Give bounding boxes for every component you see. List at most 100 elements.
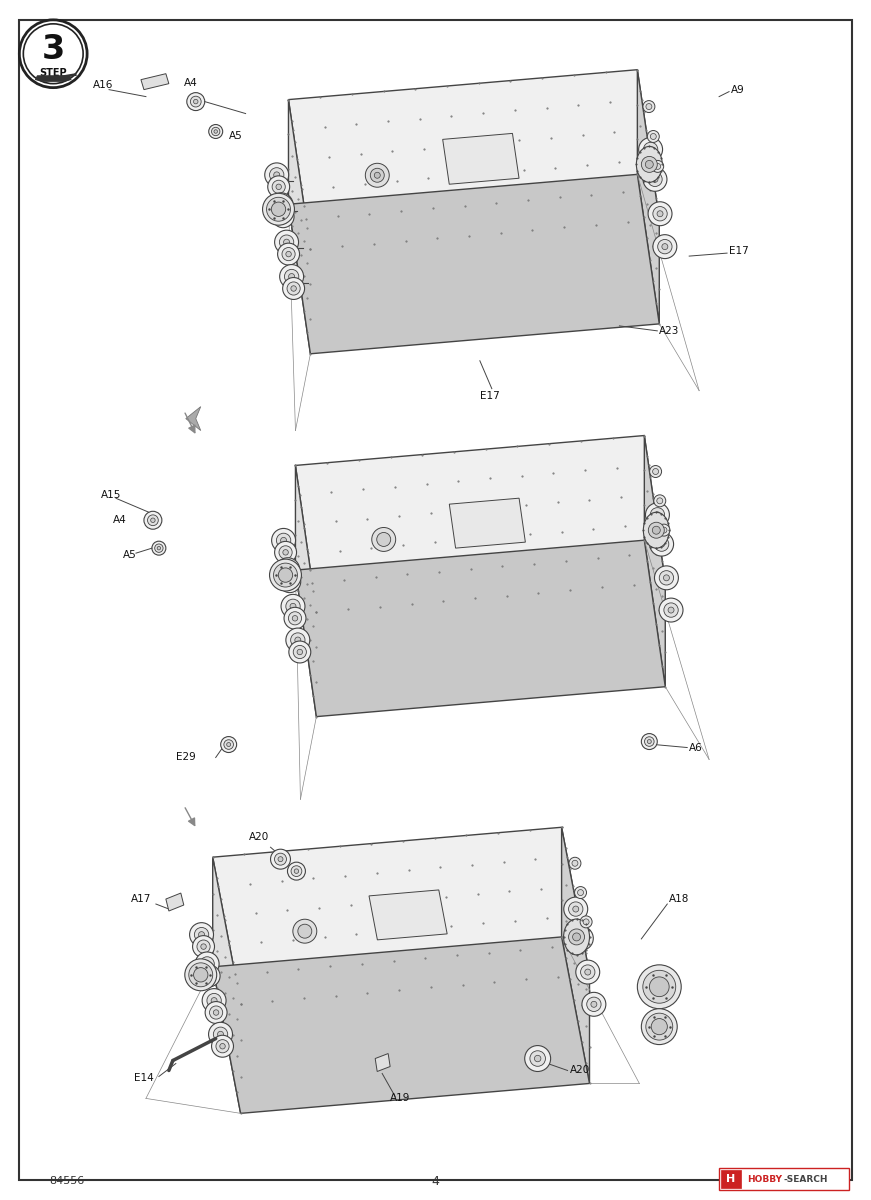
Circle shape: [578, 935, 584, 941]
Circle shape: [286, 628, 310, 652]
Circle shape: [651, 133, 656, 139]
Polygon shape: [288, 100, 310, 354]
Circle shape: [155, 544, 163, 552]
Circle shape: [272, 202, 286, 216]
Circle shape: [190, 923, 213, 947]
Circle shape: [285, 269, 299, 283]
Circle shape: [650, 532, 673, 556]
Circle shape: [645, 161, 653, 168]
Circle shape: [661, 527, 667, 533]
Circle shape: [650, 466, 662, 478]
Circle shape: [212, 1036, 233, 1057]
Circle shape: [591, 1001, 597, 1007]
Circle shape: [577, 889, 584, 895]
Circle shape: [209, 125, 223, 138]
Circle shape: [648, 172, 662, 186]
Circle shape: [287, 862, 306, 880]
Circle shape: [273, 198, 288, 212]
Circle shape: [208, 1022, 233, 1046]
Circle shape: [214, 130, 218, 133]
Circle shape: [278, 202, 284, 208]
Text: STEP: STEP: [39, 67, 67, 78]
Polygon shape: [449, 498, 525, 548]
Circle shape: [641, 156, 658, 173]
Circle shape: [648, 522, 665, 538]
Circle shape: [213, 1009, 219, 1015]
Circle shape: [574, 931, 589, 946]
Text: A17: A17: [131, 894, 152, 904]
Circle shape: [581, 965, 595, 979]
Ellipse shape: [564, 919, 590, 955]
Circle shape: [197, 940, 210, 953]
Circle shape: [654, 494, 665, 506]
Polygon shape: [186, 407, 200, 431]
Circle shape: [282, 247, 295, 260]
Circle shape: [580, 916, 592, 928]
Circle shape: [185, 959, 217, 991]
Circle shape: [657, 498, 663, 504]
Circle shape: [643, 101, 655, 113]
Circle shape: [644, 143, 658, 157]
Circle shape: [582, 992, 606, 1016]
Circle shape: [194, 928, 209, 942]
Circle shape: [654, 536, 669, 551]
Text: E14: E14: [134, 1074, 153, 1084]
Circle shape: [272, 528, 295, 552]
Circle shape: [658, 240, 672, 254]
Circle shape: [638, 965, 681, 1009]
Circle shape: [652, 161, 664, 173]
Bar: [721, 1170, 741, 1188]
Circle shape: [648, 146, 653, 152]
Text: A16: A16: [93, 79, 113, 90]
Circle shape: [147, 515, 159, 526]
Circle shape: [283, 550, 288, 556]
Circle shape: [650, 977, 669, 997]
Circle shape: [576, 960, 600, 984]
Text: H: H: [726, 1174, 736, 1184]
Text: -SEARCH: -SEARCH: [784, 1175, 828, 1183]
Polygon shape: [288, 70, 659, 250]
Polygon shape: [375, 1054, 390, 1072]
Circle shape: [202, 989, 226, 1013]
Text: E17: E17: [729, 246, 749, 256]
Circle shape: [207, 994, 221, 1008]
Circle shape: [569, 929, 584, 944]
Circle shape: [584, 970, 591, 976]
Circle shape: [294, 637, 300, 643]
Circle shape: [262, 193, 294, 226]
Circle shape: [273, 563, 297, 587]
Circle shape: [575, 887, 586, 899]
Circle shape: [659, 571, 673, 586]
Text: A20: A20: [570, 1066, 590, 1075]
Circle shape: [370, 168, 384, 182]
Circle shape: [195, 952, 219, 976]
Circle shape: [280, 235, 294, 250]
Polygon shape: [638, 70, 659, 324]
Circle shape: [274, 541, 296, 563]
Circle shape: [651, 508, 665, 522]
Circle shape: [276, 533, 291, 547]
Circle shape: [271, 850, 290, 869]
Circle shape: [206, 1002, 227, 1024]
Circle shape: [652, 1019, 667, 1034]
Circle shape: [274, 230, 299, 254]
Circle shape: [267, 176, 290, 198]
Circle shape: [654, 566, 679, 589]
Circle shape: [286, 251, 291, 257]
Polygon shape: [295, 466, 316, 716]
Circle shape: [652, 176, 658, 182]
Circle shape: [200, 956, 214, 971]
Circle shape: [278, 857, 283, 862]
Circle shape: [657, 211, 663, 217]
Text: A15: A15: [101, 491, 121, 500]
Circle shape: [290, 604, 296, 610]
Circle shape: [643, 167, 667, 191]
Text: A5: A5: [229, 132, 242, 142]
Polygon shape: [645, 436, 665, 686]
Circle shape: [289, 641, 311, 662]
Circle shape: [216, 1039, 229, 1052]
Circle shape: [573, 906, 578, 912]
Circle shape: [218, 1031, 224, 1037]
Circle shape: [151, 518, 155, 522]
Circle shape: [272, 205, 294, 228]
